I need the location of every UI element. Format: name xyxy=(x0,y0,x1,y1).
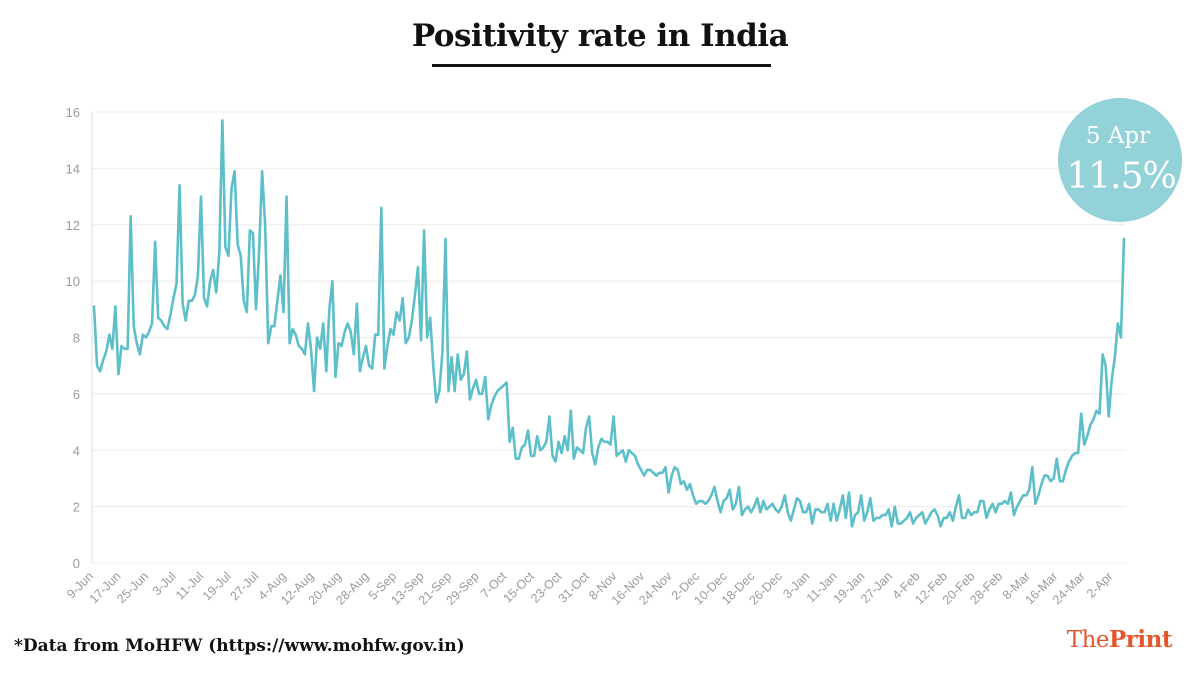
brand-name: Print xyxy=(1109,626,1173,653)
x-tick-label: 2-Apr xyxy=(1084,569,1116,601)
y-tick-label: 16 xyxy=(66,105,80,120)
x-tick-label: 25-Jun xyxy=(114,569,151,606)
x-tick-label: 31-Oct xyxy=(556,569,593,606)
y-tick-label: 4 xyxy=(73,443,80,458)
series-line xyxy=(92,119,1126,528)
x-tick-label: 11-Jul xyxy=(173,569,206,602)
y-tick-label: 6 xyxy=(73,387,80,402)
y-tick-label: 2 xyxy=(73,500,80,515)
y-tick-label: 14 xyxy=(66,161,80,176)
y-tick-label: 12 xyxy=(66,218,80,233)
brand-prefix: The xyxy=(1066,627,1110,653)
x-tick-label: 27-Jan xyxy=(858,569,895,606)
y-tick-label: 8 xyxy=(73,331,80,346)
callout-date: 5 Apr xyxy=(1086,123,1150,149)
title-underline xyxy=(432,64,771,67)
y-tick-label: 0 xyxy=(73,556,80,571)
x-tick-label: 19-Jul xyxy=(200,569,234,603)
y-tick-label: 10 xyxy=(66,274,80,289)
x-tick-label: 27-Jul xyxy=(227,569,261,603)
series xyxy=(92,119,1126,528)
gridlines xyxy=(92,111,1126,564)
brand-logo: ThePrint xyxy=(1066,626,1173,653)
latest-value-callout: 5 Apr 11.5% xyxy=(1058,98,1182,222)
source-footnote: *Data from MoHFW (https://www.mohfw.gov.… xyxy=(14,636,465,656)
callout-value: 11.5% xyxy=(1066,156,1175,197)
callout-circle xyxy=(1058,98,1182,222)
chart-title: Positivity rate in India xyxy=(411,18,789,54)
